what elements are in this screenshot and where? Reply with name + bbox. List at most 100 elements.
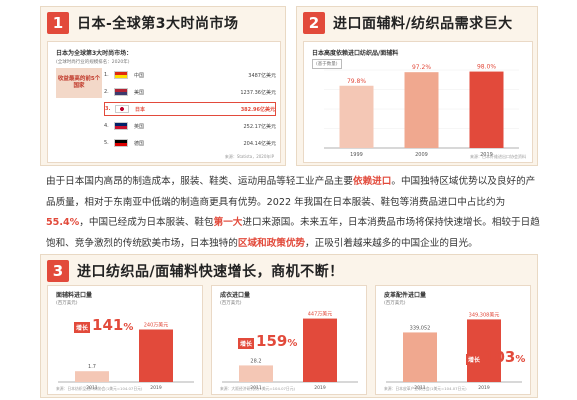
source-note: 来源：大阪经济研究院(1美元=104.07日元) — [220, 386, 296, 391]
data-label: 447万美元 — [308, 311, 333, 318]
bar — [75, 371, 109, 382]
flag-icon — [114, 71, 128, 79]
data-label: 1.7 — [88, 364, 96, 370]
country-value: 382.96亿美元 — [240, 106, 275, 113]
chart-title: 面辅料进口量 — [56, 292, 93, 299]
section-number: 1 — [47, 12, 69, 34]
paragraph-text: ，中国已经成为日本服装、鞋包 — [79, 217, 214, 229]
section-number: 2 — [303, 12, 325, 34]
country-row: 4. 英国 252.17亿美元 — [104, 119, 276, 133]
paragraph-text: ，正吸引着越来越多的中国企业的目光。 — [305, 237, 478, 249]
country-row: 2. 美国 1237.36亿美元 — [104, 85, 276, 99]
flag-icon — [114, 88, 128, 96]
paragraph-text: 进口来源国。未来五年，日本消费品市场将保持快速增长。相较于日趋饱和、竞争激烈的传… — [46, 217, 540, 249]
tick-label: 2011 — [86, 385, 98, 391]
rank-number: 4. — [104, 123, 109, 129]
country-value: 1237.36亿美元 — [240, 89, 276, 96]
panel-import-growth: 3 进口纺织品/面辅料快速增长，商机不断！ 面辅料进口量 (百万美元) 1.7 2… — [40, 254, 538, 398]
growth-value: 103 — [484, 348, 516, 366]
bar — [139, 329, 173, 382]
tick-label: 2019 — [150, 385, 162, 391]
section-number: 3 — [47, 260, 69, 282]
growth-value: 159 — [256, 332, 288, 350]
rank-number: 5. — [104, 140, 109, 146]
bar — [404, 72, 439, 148]
tick-label: 2011 — [250, 385, 262, 391]
country-name: 中国 — [134, 72, 145, 79]
source-note: 来源：Statista，2020年IP — [224, 154, 274, 159]
data-label: 98.0% — [477, 64, 496, 71]
card-title: 日本高度依赖进口纺织品/面辅料 — [312, 50, 399, 57]
panel-japan-fashion-market: 1 日本-全球第3大时尚市场 日本为全球第3大时尚市场： (全球时尚行业的规模排… — [40, 6, 286, 166]
source-note: 来源：日本皮革产业联合会(1美元=104.07日元) — [384, 386, 467, 391]
fabric-import-chart: 1.7 2011 240万美元 2019 — [58, 322, 194, 391]
tick-label: 2009 — [415, 152, 428, 158]
bar — [467, 319, 501, 382]
panel-header: 1 日本-全球第3大时尚市场 — [47, 11, 239, 35]
leather-import-card: 皮革配件进口量 (百万美元) 339,052 2011 349,308美元 2019 … — [375, 285, 531, 395]
apparel-import-chart: 28.2 2011 447万美元 2019 — [222, 311, 358, 391]
panel-header: 3 进口纺织品/面辅料快速增长，商机不断！ — [47, 259, 344, 283]
growth-label: 增长 — [74, 322, 91, 333]
paragraph-text: 由于日本国内高昂的制造成本，服装、鞋类、运动用品等轻工业产品主要 — [46, 176, 353, 187]
body-paragraph: 由于日本国内高昂的制造成本，服装、鞋类、运动用品等轻工业产品主要依赖进口。中国独… — [46, 172, 542, 254]
country-name: 美国 — [134, 89, 145, 96]
growth-label: 增长 — [238, 338, 255, 349]
data-label: 240万美元 — [144, 322, 169, 329]
country-name: 德国 — [134, 140, 145, 147]
apparel-import-card: 成衣进口量 (百万美元) 28.2 2011 447万美元 2019 增长 159% … — [211, 285, 367, 395]
top5-label: 收益最高的前5个国家 — [56, 68, 102, 98]
highlight-percent: 55.4% — [46, 217, 80, 229]
country-name: 英国 — [134, 123, 145, 130]
leather-import-chart: 339,052 2011 349,308美元 2019 — [386, 311, 522, 391]
ranking-card: 日本为全球第3大时尚市场： (全球时尚行业的规模排名：2020年) 收益最高的前… — [47, 41, 281, 163]
bar — [339, 85, 374, 148]
card-subtitle: (全球时尚行业的规模排名：2020年) — [56, 60, 130, 65]
flag-icon — [114, 139, 128, 147]
highlight-first: 第一大 — [213, 217, 243, 229]
percent-sign: % — [287, 338, 298, 349]
percent-sign: % — [515, 354, 526, 365]
country-name: 日本 — [135, 106, 146, 113]
flag-icon — [115, 105, 129, 113]
unit-label: (百万美元) — [220, 301, 242, 306]
growth-badge: 增长 159% — [238, 332, 297, 350]
data-label: 28.2 — [250, 358, 261, 364]
paragraph-text: 。中国独特区域优势以及良好的产品质量，相对于东南亚中低端的制造商更具有优势。20… — [46, 176, 536, 208]
percent-sign: % — [123, 322, 134, 333]
unit-label: (百万美元) — [56, 301, 78, 306]
source-note: 来源：日本纤维进出口协会资料 — [470, 154, 526, 159]
fabric-import-card: 面辅料进口量 (百万美元) 1.7 2011 240万美元 2019 增长 141% … — [47, 285, 203, 395]
chart-title: 成衣进口量 — [220, 292, 251, 299]
country-row: 1. 中国 3487亿美元 — [104, 68, 276, 82]
card-title: 日本为全球第3大时尚市场： — [56, 50, 133, 57]
unit-label: (百万美元) — [384, 301, 406, 306]
chart-title: 皮革配件进口量 — [384, 292, 427, 299]
rank-number: 2. — [104, 89, 109, 95]
data-label: 349,308美元 — [469, 311, 500, 318]
country-value: 3487亿美元 — [248, 72, 276, 79]
country-row: 3. 日本 382.96亿美元 — [104, 102, 276, 116]
section-title: 进口纺织品/面辅料快速增长，商机不断！ — [77, 264, 344, 280]
source-note: 来源：日本纺织品进口商协会(1美元=104.07日元) — [56, 386, 143, 391]
highlight-advantage: 区域和政策优势 — [237, 237, 306, 249]
panel-header: 2 进口面辅料/纺织品需求巨大 — [303, 11, 513, 35]
bar — [403, 332, 437, 382]
tick-label: 2019 — [480, 152, 493, 158]
flag-icon — [114, 122, 128, 130]
data-label: 339,052 — [410, 325, 431, 331]
section-title: 日本-全球第3大时尚市场 — [77, 16, 239, 32]
tick-label: 2011 — [414, 385, 426, 391]
growth-badge: 增长 141% — [74, 316, 133, 334]
country-value: 252.17亿美元 — [243, 123, 277, 130]
import-chart-card: 日本高度依赖进口纺织品/面辅料 (基于数量) 79.8% 1999 97.2% 200… — [303, 41, 533, 163]
tick-label: 2019 — [314, 385, 326, 391]
panel-import-demand: 2 进口面辅料/纺织品需求巨大 日本高度依赖进口纺织品/面辅料 (基于数量) 7… — [296, 6, 538, 166]
growth-badge: 增长 103% — [466, 348, 525, 366]
country-value: 204.14亿美元 — [243, 140, 277, 147]
data-label: 97.2% — [412, 64, 431, 71]
tick-label: 2019 — [478, 385, 490, 391]
unit-label: (基于数量) — [312, 59, 342, 69]
bar — [303, 318, 337, 382]
section-title: 进口面辅料/纺织品需求巨大 — [333, 16, 513, 32]
